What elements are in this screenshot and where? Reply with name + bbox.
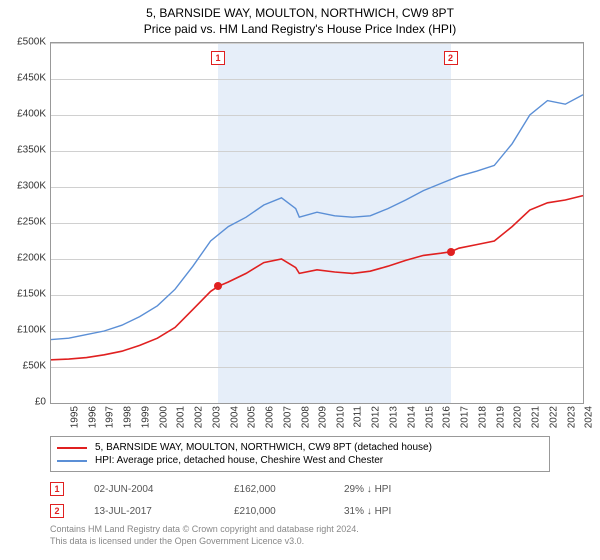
x-tick-label: 1995 xyxy=(69,406,80,428)
x-tick-label: 2001 xyxy=(176,406,187,428)
sale-row: 2 13-JUL-2017 £210,000 31% ↓ HPI xyxy=(50,500,444,522)
y-tick-label: £150K xyxy=(17,289,46,300)
sale-marker-box: 2 xyxy=(444,51,458,65)
chart-container: 5, BARNSIDE WAY, MOULTON, NORTHWICH, CW9… xyxy=(0,0,600,560)
sale-date: 13-JUL-2017 xyxy=(94,506,204,517)
x-tick-label: 2013 xyxy=(388,406,399,428)
chart-area: 12 xyxy=(50,42,584,404)
y-tick-label: £300K xyxy=(17,181,46,192)
sale-pct: 29% ↓ HPI xyxy=(344,484,444,495)
sale-row-marker: 1 xyxy=(50,482,64,496)
sale-marker-box: 1 xyxy=(211,51,225,65)
x-tick-label: 2022 xyxy=(548,406,559,428)
sale-rows: 1 02-JUN-2004 £162,000 29% ↓ HPI 2 13-JUL-201… xyxy=(50,478,444,522)
legend: 5, BARNSIDE WAY, MOULTON, NORTHWICH, CW9… xyxy=(50,436,550,472)
x-tick-label: 2018 xyxy=(477,406,488,428)
sale-date: 02-JUN-2004 xyxy=(94,484,204,495)
x-tick-label: 2003 xyxy=(211,406,222,428)
legend-label: HPI: Average price, detached house, Ches… xyxy=(95,455,383,466)
y-tick-label: £100K xyxy=(17,325,46,336)
title-main: 5, BARNSIDE WAY, MOULTON, NORTHWICH, CW9… xyxy=(0,0,600,20)
x-tick-label: 2019 xyxy=(495,406,506,428)
legend-swatch xyxy=(57,447,87,449)
footer-line2: This data is licensed under the Open Gov… xyxy=(50,536,359,548)
x-tick-label: 2024 xyxy=(584,406,595,428)
x-tick-label: 2016 xyxy=(442,406,453,428)
x-tick-label: 2006 xyxy=(264,406,275,428)
legend-row: HPI: Average price, detached house, Ches… xyxy=(57,454,543,467)
series-price_paid xyxy=(51,196,583,360)
legend-swatch xyxy=(57,460,87,462)
footer-line1: Contains HM Land Registry data © Crown c… xyxy=(50,524,359,536)
y-tick-label: £50K xyxy=(23,361,46,372)
x-tick-label: 2014 xyxy=(406,406,417,428)
y-tick-label: £0 xyxy=(35,397,46,408)
x-tick-label: 2005 xyxy=(247,406,258,428)
y-tick-label: £200K xyxy=(17,253,46,264)
y-tick-label: £450K xyxy=(17,73,46,84)
sale-row-marker: 2 xyxy=(50,504,64,518)
sale-row: 1 02-JUN-2004 £162,000 29% ↓ HPI xyxy=(50,478,444,500)
x-tick-label: 1997 xyxy=(105,406,116,428)
y-tick-label: £350K xyxy=(17,145,46,156)
x-tick-label: 2017 xyxy=(459,406,470,428)
sale-marker-dot xyxy=(447,248,455,256)
x-tick-label: 2012 xyxy=(371,406,382,428)
x-tick-label: 1996 xyxy=(87,406,98,428)
sale-marker-dot xyxy=(214,282,222,290)
chart-svg xyxy=(51,43,583,403)
x-tick-label: 2004 xyxy=(229,406,240,428)
legend-label: 5, BARNSIDE WAY, MOULTON, NORTHWICH, CW9… xyxy=(95,442,432,453)
x-tick-label: 2002 xyxy=(193,406,204,428)
x-tick-label: 1998 xyxy=(122,406,133,428)
x-tick-label: 2007 xyxy=(282,406,293,428)
x-tick-label: 2010 xyxy=(335,406,346,428)
series-hpi xyxy=(51,95,583,340)
x-tick-label: 1999 xyxy=(140,406,151,428)
x-tick-label: 2000 xyxy=(158,406,169,428)
x-tick-label: 2008 xyxy=(300,406,311,428)
x-tick-label: 2023 xyxy=(566,406,577,428)
x-tick-label: 2011 xyxy=(352,406,363,428)
title-sub: Price paid vs. HM Land Registry's House … xyxy=(0,20,600,36)
x-tick-label: 2009 xyxy=(318,406,329,428)
x-tick-label: 2020 xyxy=(513,406,524,428)
sale-price: £210,000 xyxy=(234,506,314,517)
y-tick-label: £400K xyxy=(17,109,46,120)
x-tick-label: 2021 xyxy=(530,406,541,428)
footer-text: Contains HM Land Registry data © Crown c… xyxy=(50,524,359,547)
x-tick-label: 2015 xyxy=(424,406,435,428)
y-tick-label: £250K xyxy=(17,217,46,228)
sale-price: £162,000 xyxy=(234,484,314,495)
legend-row: 5, BARNSIDE WAY, MOULTON, NORTHWICH, CW9… xyxy=(57,441,543,454)
sale-pct: 31% ↓ HPI xyxy=(344,506,444,517)
y-tick-label: £500K xyxy=(17,37,46,48)
